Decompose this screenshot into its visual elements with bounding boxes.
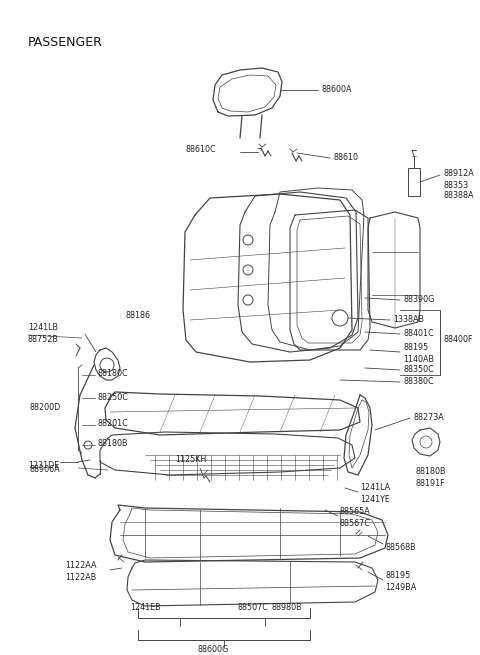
Text: 88610: 88610 (333, 153, 358, 162)
Text: 88353: 88353 (443, 181, 468, 191)
Text: 1125KH: 1125KH (175, 455, 206, 464)
Text: 88906A: 88906A (30, 466, 60, 474)
Text: 88752B: 88752B (28, 335, 59, 345)
Text: 1140AB: 1140AB (403, 354, 434, 364)
Text: 1231DE: 1231DE (28, 460, 59, 470)
Text: 88610C: 88610C (185, 145, 216, 155)
Text: 88180C: 88180C (98, 369, 129, 379)
Text: 88195: 88195 (385, 571, 410, 580)
Text: 1122AA: 1122AA (65, 561, 96, 569)
Text: 88390G: 88390G (403, 295, 434, 303)
Text: 88195: 88195 (403, 343, 428, 352)
Text: 88388A: 88388A (443, 191, 473, 200)
Text: 88350C: 88350C (403, 364, 434, 373)
Text: 88273A: 88273A (413, 413, 444, 422)
Text: 88180B: 88180B (98, 440, 129, 449)
Text: 88507C: 88507C (238, 603, 269, 612)
Text: 1122AB: 1122AB (65, 572, 96, 582)
Text: 88980B: 88980B (272, 603, 302, 612)
Text: PASSENGER: PASSENGER (28, 35, 103, 48)
Text: 1338AB: 1338AB (393, 314, 424, 324)
Text: 88401C: 88401C (403, 329, 433, 337)
Text: 88180B: 88180B (415, 468, 445, 476)
Text: 88400F: 88400F (443, 335, 472, 345)
Text: 88600A: 88600A (321, 86, 351, 94)
Text: 1241LB: 1241LB (28, 324, 58, 333)
Text: 88250C: 88250C (98, 392, 129, 402)
Text: 88568B: 88568B (385, 544, 416, 553)
Text: 88567C: 88567C (340, 519, 371, 529)
Text: 1249BA: 1249BA (385, 582, 416, 591)
Text: 88186: 88186 (125, 310, 150, 320)
Text: 88200D: 88200D (30, 403, 61, 413)
Text: 88201C: 88201C (98, 419, 129, 428)
Text: 1241YE: 1241YE (360, 495, 390, 504)
Text: 88191F: 88191F (415, 479, 444, 489)
Text: 88600G: 88600G (198, 645, 229, 654)
Text: 1241EB: 1241EB (130, 603, 161, 612)
Text: 88912A: 88912A (443, 170, 474, 179)
Text: 88380C: 88380C (403, 377, 433, 386)
Text: 1241LA: 1241LA (360, 483, 390, 493)
Text: 88565A: 88565A (340, 508, 371, 517)
